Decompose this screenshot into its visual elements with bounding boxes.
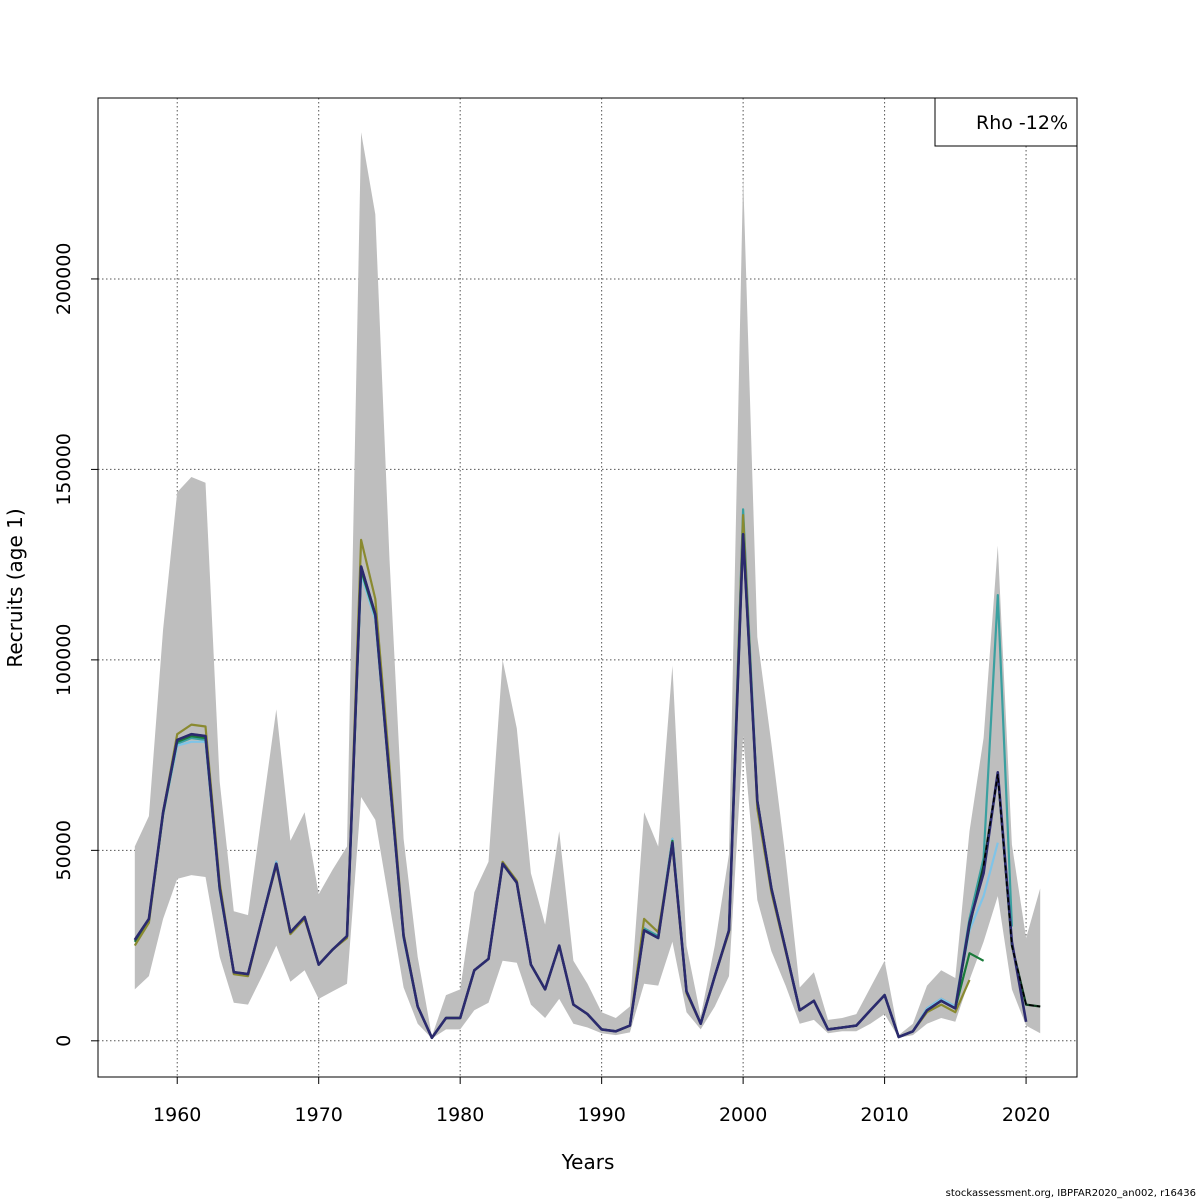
- legend: Rho -12%: [934, 97, 1078, 147]
- x-axis: 1960 1970 1980 1990 2000 2010 2020: [153, 1076, 1050, 1126]
- legend-box: [934, 97, 1078, 147]
- x-tick-label: 1980: [436, 1104, 484, 1126]
- y-tick-label: 50000: [53, 820, 75, 880]
- y-tick-label: 150000: [53, 433, 75, 506]
- y-tick-label: 0: [53, 1035, 75, 1047]
- y-axis-title: Recruits (age 1): [3, 508, 27, 667]
- series-line-run-2016: [133, 532, 1028, 1040]
- series-lines: [133, 508, 1041, 1040]
- x-tick-label: 2020: [1002, 1104, 1050, 1126]
- y-axis: 0 50000 100000 150000 200000: [53, 243, 98, 1047]
- confidence-band: [134, 132, 1041, 1039]
- x-tick-label: 1990: [577, 1104, 625, 1126]
- footer-credit: stockassessment.org, IBPFAR2020_an002, r…: [946, 1188, 1196, 1199]
- confidence-band-layer: [134, 132, 1041, 1039]
- x-tick-label: 2010: [860, 1104, 908, 1126]
- x-tick-label: 1960: [153, 1104, 201, 1126]
- series-line-dashed-tail: [982, 774, 1041, 1008]
- x-tick-label: 2000: [719, 1104, 767, 1126]
- x-tick-label: 1970: [295, 1104, 343, 1126]
- legend-text: Rho -12%: [976, 112, 1068, 134]
- x-axis-title: Years: [561, 1150, 615, 1174]
- y-tick-label: 100000: [53, 624, 75, 697]
- y-tick-label: 200000: [53, 243, 75, 316]
